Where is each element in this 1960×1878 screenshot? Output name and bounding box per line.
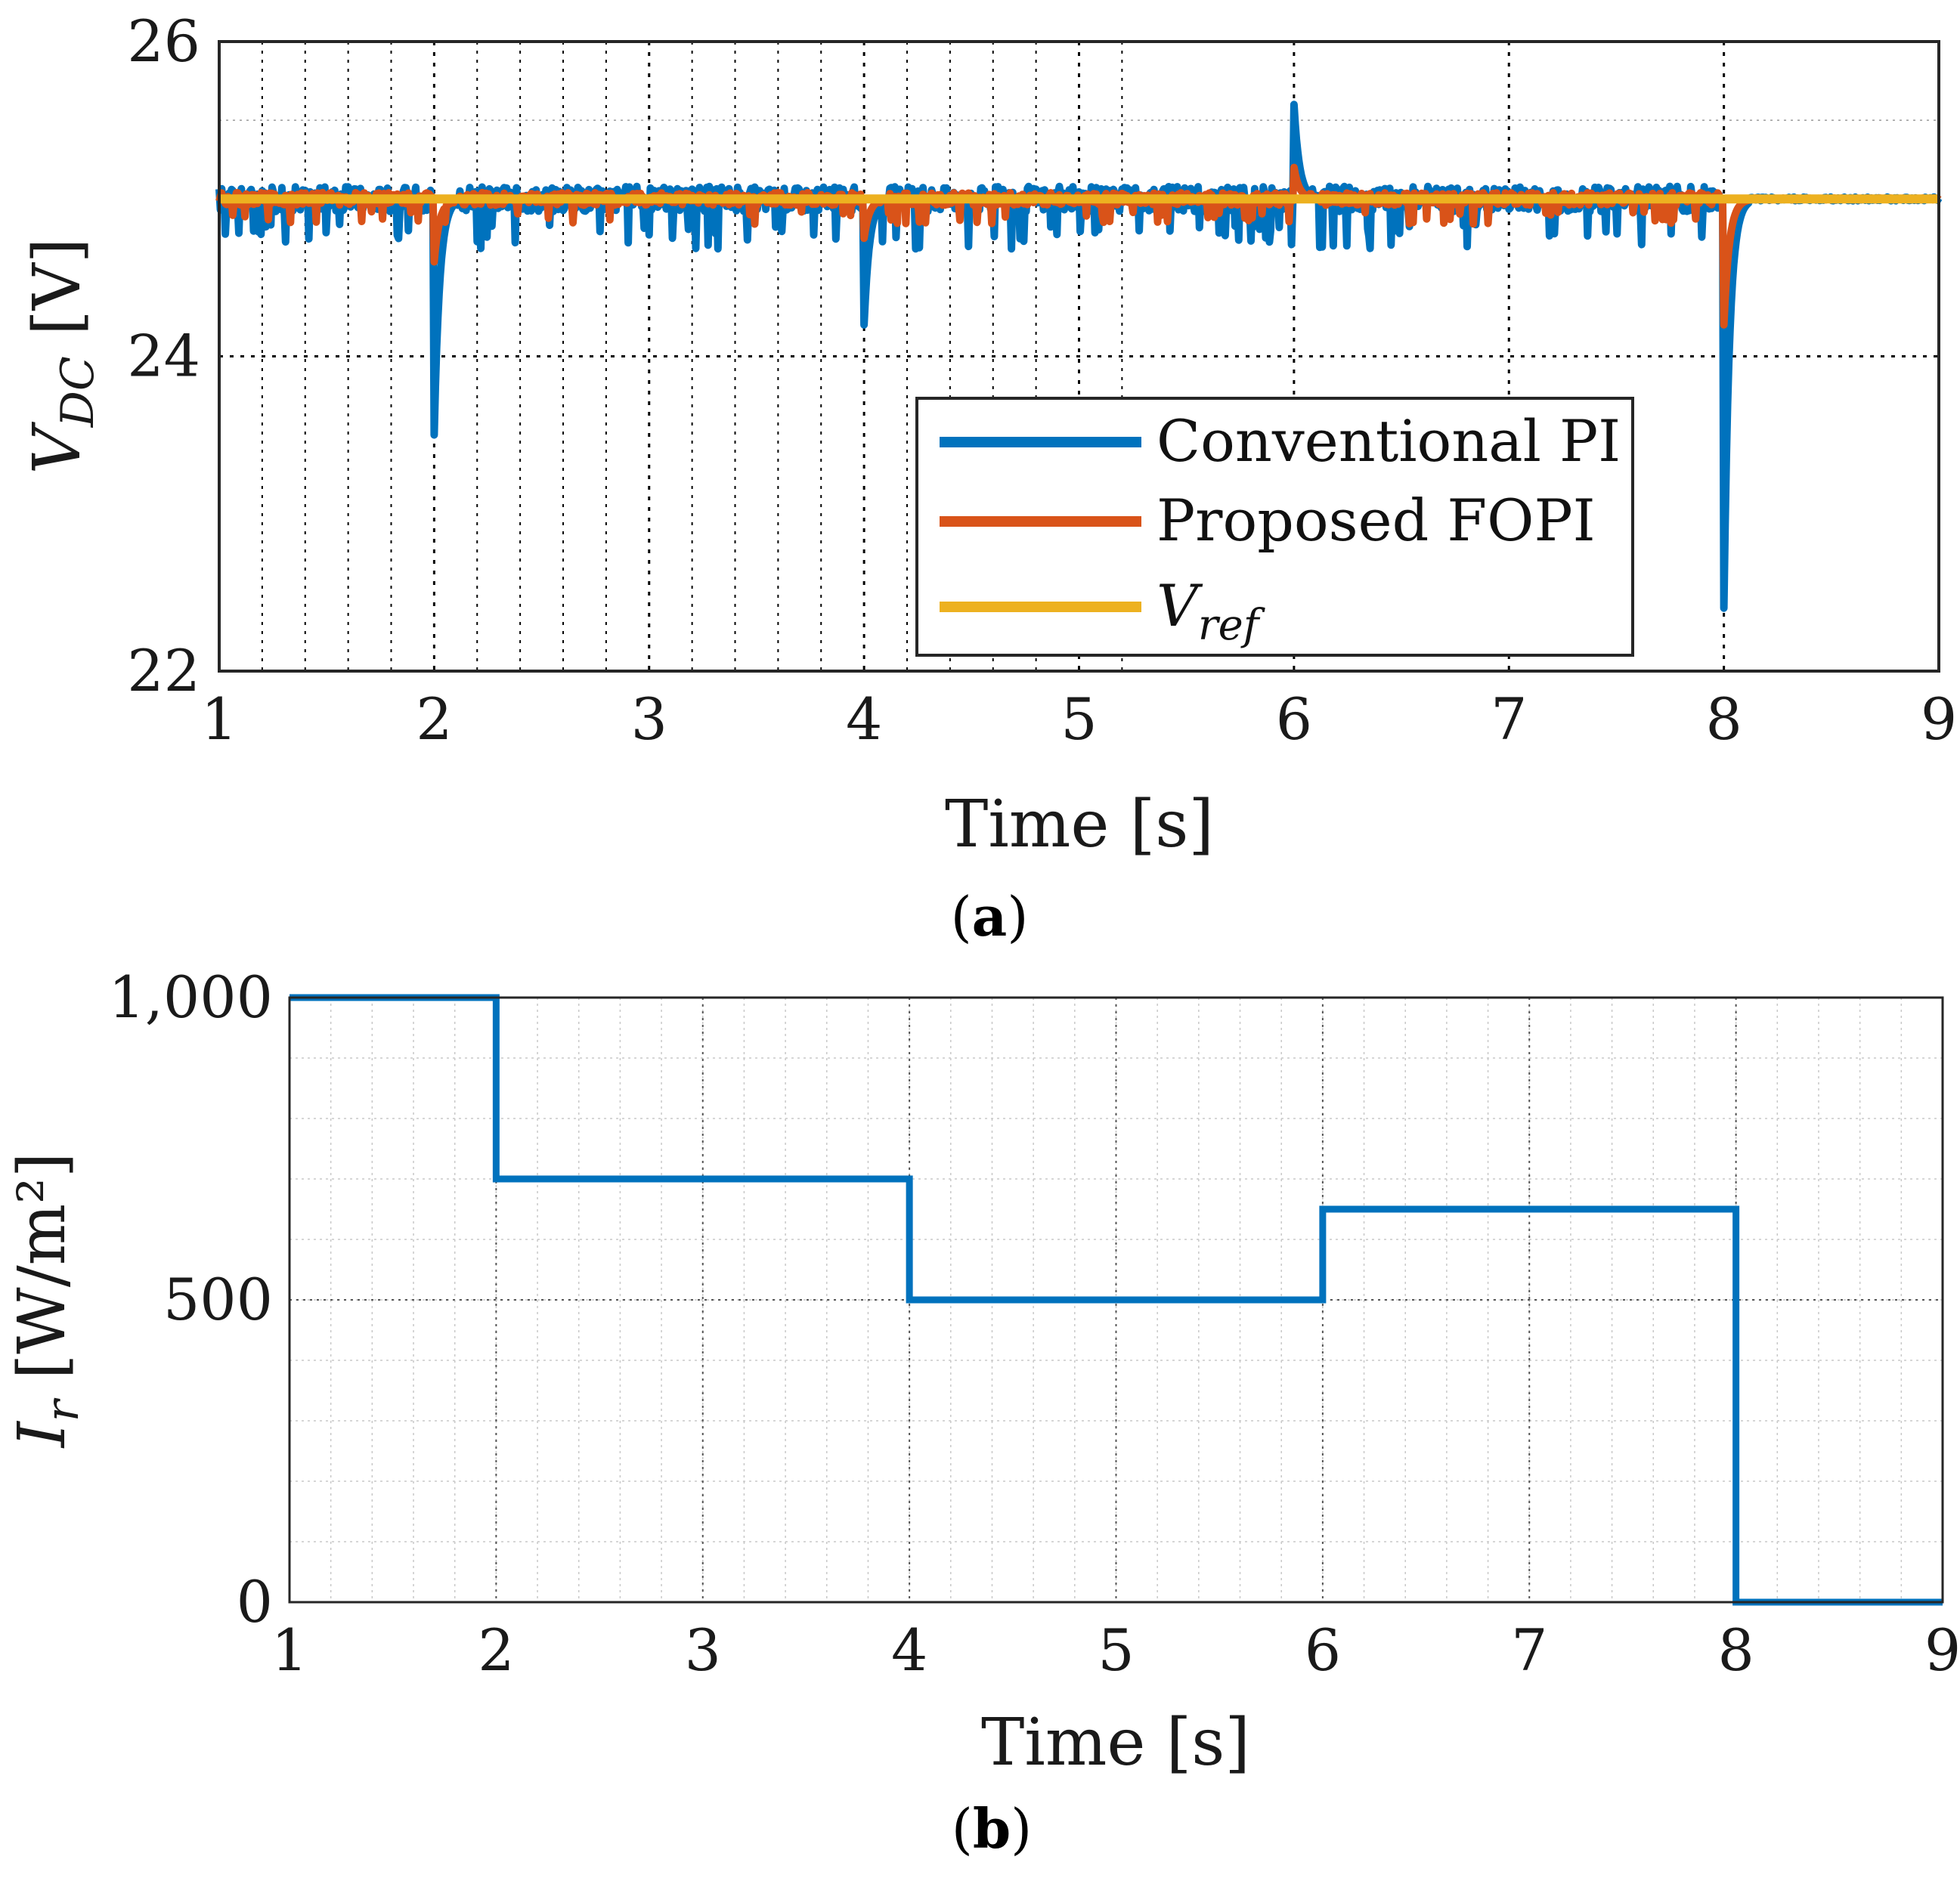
x-tick-label: 2 [416, 685, 452, 753]
x-tick-label: 1 [271, 1617, 308, 1684]
y-tick-label: 26 [127, 8, 200, 75]
legend-label-vref: Vref [1156, 572, 1266, 650]
x-tick-label: 4 [891, 1617, 927, 1684]
plot-a-frame [218, 40, 1940, 673]
caption-b: (b) [952, 1796, 1033, 1861]
x-tick-label: 5 [1098, 1617, 1134, 1684]
ticks-a: 1 2 3 4 5 6 7 8 9 22 24 26 [127, 8, 1957, 753]
x-tick-label: 3 [685, 1617, 721, 1684]
series-b [290, 994, 1943, 1606]
x-axis-label-a: Time [s] [945, 787, 1214, 862]
panel-a: 1 2 3 4 5 6 7 8 9 22 24 26 Time [s] VDC [V] Convent… [20, 8, 1957, 948]
x-tick-label: 6 [1305, 1617, 1341, 1684]
x-tick-label: 8 [1717, 1617, 1754, 1684]
y-axis-label-a: VDC [V] [20, 238, 104, 475]
x-tick-label: 7 [1491, 685, 1527, 753]
x-tick-label: 9 [1921, 685, 1957, 753]
legend-a: Conventional PI Proposed FOPI Vref [915, 397, 1634, 657]
plot-b-frame [288, 996, 1944, 1604]
x-tick-label: 1 [201, 685, 237, 753]
legend-label-proposed-fopi: Proposed FOPI [1156, 487, 1596, 554]
x-tick-label: 7 [1511, 1617, 1547, 1684]
series-a [215, 101, 1943, 612]
ticks-b: 1 2 3 4 5 6 7 8 9 0 500 1,000 [108, 964, 1960, 1684]
x-axis-label-b: Time [s] [981, 1705, 1250, 1781]
x-tick-label: 3 [631, 685, 667, 753]
y-tick-label: 24 [127, 323, 200, 390]
x-tick-label: 9 [1924, 1617, 1960, 1684]
y-tick-label: 22 [127, 637, 200, 704]
x-tick-label: 2 [478, 1617, 514, 1684]
panel-b: 1 2 3 4 5 6 7 8 9 0 500 1,000 Time [s] Ir [W/m²] (b… [5, 964, 1960, 1861]
y-axis-label-b: Ir [W/m²] [5, 1152, 89, 1449]
y-tick-label: 0 [237, 1568, 273, 1635]
x-tick-label: 5 [1061, 685, 1097, 753]
y-tick-label: 500 [163, 1266, 273, 1333]
y-tick-label: 1,000 [108, 964, 273, 1031]
x-tick-label: 4 [846, 685, 882, 753]
legend-label-conventional-pi: Conventional PI [1156, 407, 1621, 475]
caption-a: (a) [951, 884, 1029, 948]
series-line-irradiance [290, 994, 1943, 1606]
x-tick-label: 6 [1276, 685, 1312, 753]
x-tick-label: 8 [1705, 685, 1742, 753]
